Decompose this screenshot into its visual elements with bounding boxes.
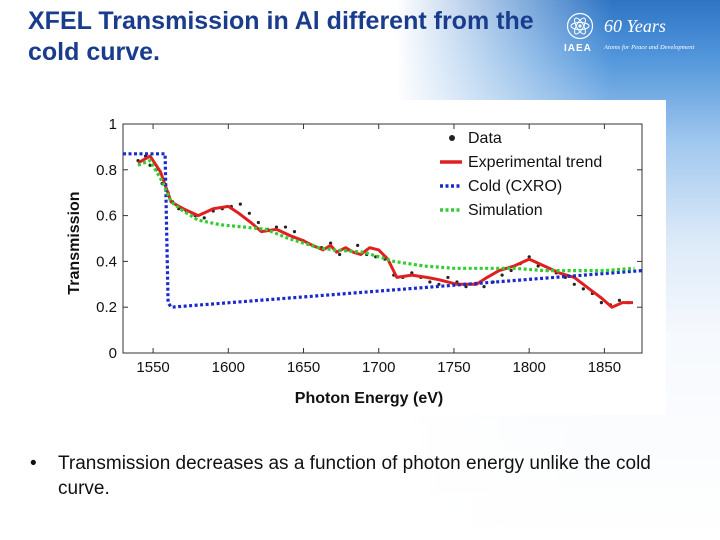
- data-point: [274, 225, 279, 229]
- legend-label: Simulation: [468, 202, 543, 219]
- x-axis-label: Photon Energy (eV): [295, 390, 443, 407]
- transmission-chart: 0 0.2 0.4 0.6 0.8 1 1550 1600 1650 1700 1750 1800 18…: [60, 100, 666, 415]
- y-tick-label: 0.6: [96, 208, 117, 225]
- y-axis-label: Transmission: [66, 191, 83, 294]
- legend-label: Data: [468, 130, 502, 147]
- data-point: [238, 202, 242, 206]
- slide-title: XFEL Transmission in Al different from t…: [28, 7, 534, 67]
- data-point: [509, 268, 513, 273]
- plot-area: [122, 123, 643, 354]
- data-point: [283, 225, 288, 229]
- series-line-cold-cxro: [123, 152, 643, 309]
- x-tick-label: 1600: [212, 359, 245, 376]
- data-point: [527, 255, 531, 259]
- bullet-icon: •: [30, 453, 37, 474]
- legend-label: Cold (CXRO): [468, 178, 562, 195]
- y-tick-label: 1: [109, 116, 117, 133]
- data-point: [292, 230, 297, 234]
- x-tick-label: 1750: [437, 359, 470, 376]
- data-point: [446, 275, 450, 280]
- data-point: [247, 211, 251, 215]
- data-point: [428, 280, 432, 284]
- logo-tagline: Atoms for Peace and Development: [604, 44, 695, 51]
- data-point: [329, 241, 333, 245]
- logo-years-text: 60 Years: [604, 16, 666, 36]
- legend-marker: [449, 135, 455, 141]
- y-tick-label: 0.2: [96, 299, 117, 316]
- legend-label: Experimental trend: [468, 154, 602, 171]
- y-tick-label: 0: [109, 345, 117, 362]
- data-point: [572, 282, 576, 286]
- x-tick-label: 1550: [136, 359, 169, 376]
- logo-iaea-text: IAEA: [564, 43, 592, 54]
- data-point: [581, 287, 585, 291]
- data-point: [410, 271, 414, 275]
- chart-svg: 0 0.2 0.4 0.6 0.8 1 1550 1600 1650 1700 1750 1800 18…: [66, 116, 643, 407]
- iaea-logo: IAEA 60 Years Atoms for Peace and Develo…: [560, 10, 710, 58]
- y-tick-label: 0.8: [96, 162, 117, 179]
- bullet-point: • Transmission decreases as a function o…: [30, 452, 670, 501]
- data-point: [599, 301, 603, 305]
- y-tick-label: 0.4: [96, 253, 117, 270]
- data-point: [338, 252, 342, 257]
- x-tick-label: 1850: [588, 359, 621, 376]
- data-point: [500, 273, 504, 277]
- data-point: [256, 220, 260, 225]
- data-point: [617, 298, 622, 302]
- data-point: [482, 284, 486, 289]
- x-tick-label: 1700: [362, 359, 395, 376]
- x-tick-label: 1800: [512, 359, 545, 376]
- bullet-text: Transmission decreases as a function of …: [58, 453, 651, 499]
- series-line-simulation: [137, 158, 635, 273]
- series-line-experimental-trend: [137, 154, 633, 309]
- data-point: [356, 243, 360, 247]
- atom-emblem-icon: [566, 12, 594, 40]
- x-tick-label: 1650: [287, 359, 320, 376]
- data-point: [202, 216, 206, 220]
